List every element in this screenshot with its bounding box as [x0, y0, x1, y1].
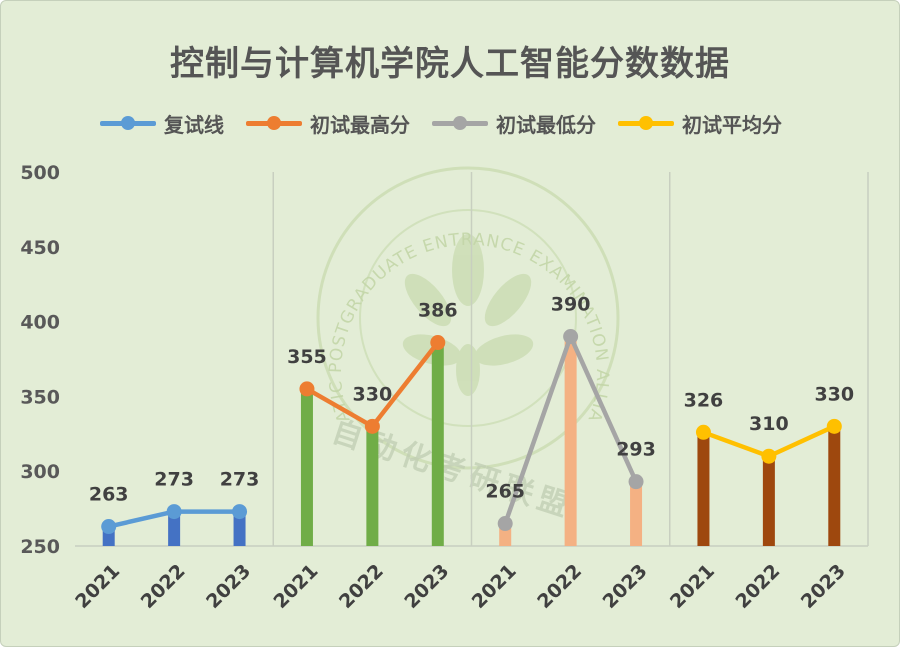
y-tick-label: 500: [20, 162, 60, 184]
legend-item-avg-score[interactable]: 初试平均分: [618, 109, 782, 138]
bar-2022: [762, 456, 775, 546]
data-label: 355: [287, 346, 327, 368]
y-tick-label: 400: [20, 312, 60, 334]
legend-marker-avg-score: [618, 116, 674, 130]
data-label: 330: [814, 383, 854, 405]
legend-label: 复试线: [164, 112, 224, 137]
data-point: [430, 335, 446, 351]
y-tick-label: 350: [20, 386, 60, 408]
x-tick-label: 2022: [335, 560, 388, 613]
bar-2023: [828, 426, 841, 546]
data-point: [497, 516, 513, 532]
x-tick-label: 2022: [137, 560, 190, 613]
legend-label: 初试最高分: [310, 112, 410, 137]
legend-label: 初试平均分: [682, 112, 782, 137]
legend-label: 初试最低分: [496, 112, 596, 137]
x-tick-label: 2023: [797, 560, 850, 613]
data-label: 293: [616, 439, 656, 461]
data-point: [364, 418, 380, 434]
x-tick-label: 2021: [71, 560, 124, 613]
data-point: [826, 418, 842, 434]
data-label: 326: [684, 389, 724, 411]
legend-item-min-score[interactable]: 初试最低分: [432, 109, 596, 138]
chart-title: 控制与计算机学院人工智能分数数据: [170, 44, 730, 84]
y-tick-label: 250: [20, 536, 60, 558]
x-tick-label: 2023: [400, 560, 453, 613]
data-label: 390: [551, 294, 591, 316]
data-point: [166, 504, 182, 520]
data-point: [101, 519, 117, 535]
bar-2022: [168, 511, 181, 546]
data-label: 273: [220, 469, 260, 491]
legend-marker-retest-line: [100, 116, 156, 130]
legend-marker-min-score: [432, 116, 488, 130]
x-tick-label: 2023: [202, 560, 255, 613]
bar-2023: [233, 511, 246, 546]
x-tick-label: 2022: [533, 560, 586, 613]
legend-item-max-score[interactable]: 初试最高分: [246, 109, 410, 138]
legend-marker-max-score: [246, 116, 302, 130]
bar-2023: [630, 481, 643, 546]
x-tick-label: 2022: [731, 560, 784, 613]
data-label: 386: [418, 300, 458, 322]
x-tick-label: 2021: [666, 560, 719, 613]
x-tick-label: 2021: [468, 560, 521, 613]
data-point: [628, 474, 644, 490]
bar-2021: [300, 388, 313, 546]
legend-item-retest-line[interactable]: 复试线: [100, 109, 224, 138]
y-tick-label: 300: [20, 461, 60, 483]
data-label: 263: [89, 484, 129, 506]
bar-2022: [366, 426, 379, 546]
data-label: 330: [353, 383, 393, 405]
data-point: [232, 504, 248, 520]
data-point: [299, 381, 315, 397]
x-tick-label: 2021: [270, 560, 323, 613]
data-label: 265: [485, 481, 525, 503]
data-point: [761, 448, 777, 464]
bar-2021: [697, 432, 710, 546]
data-label: 273: [154, 469, 194, 491]
legend: 复试线 初试最高分 初试最低分 初试平均分: [100, 108, 782, 138]
data-point: [563, 329, 579, 345]
data-label: 310: [749, 413, 789, 435]
y-tick-label: 450: [20, 237, 60, 259]
data-point: [695, 424, 711, 440]
x-tick-label: 2023: [599, 560, 652, 613]
bar-2023: [431, 342, 444, 546]
bar-2022: [564, 336, 577, 546]
